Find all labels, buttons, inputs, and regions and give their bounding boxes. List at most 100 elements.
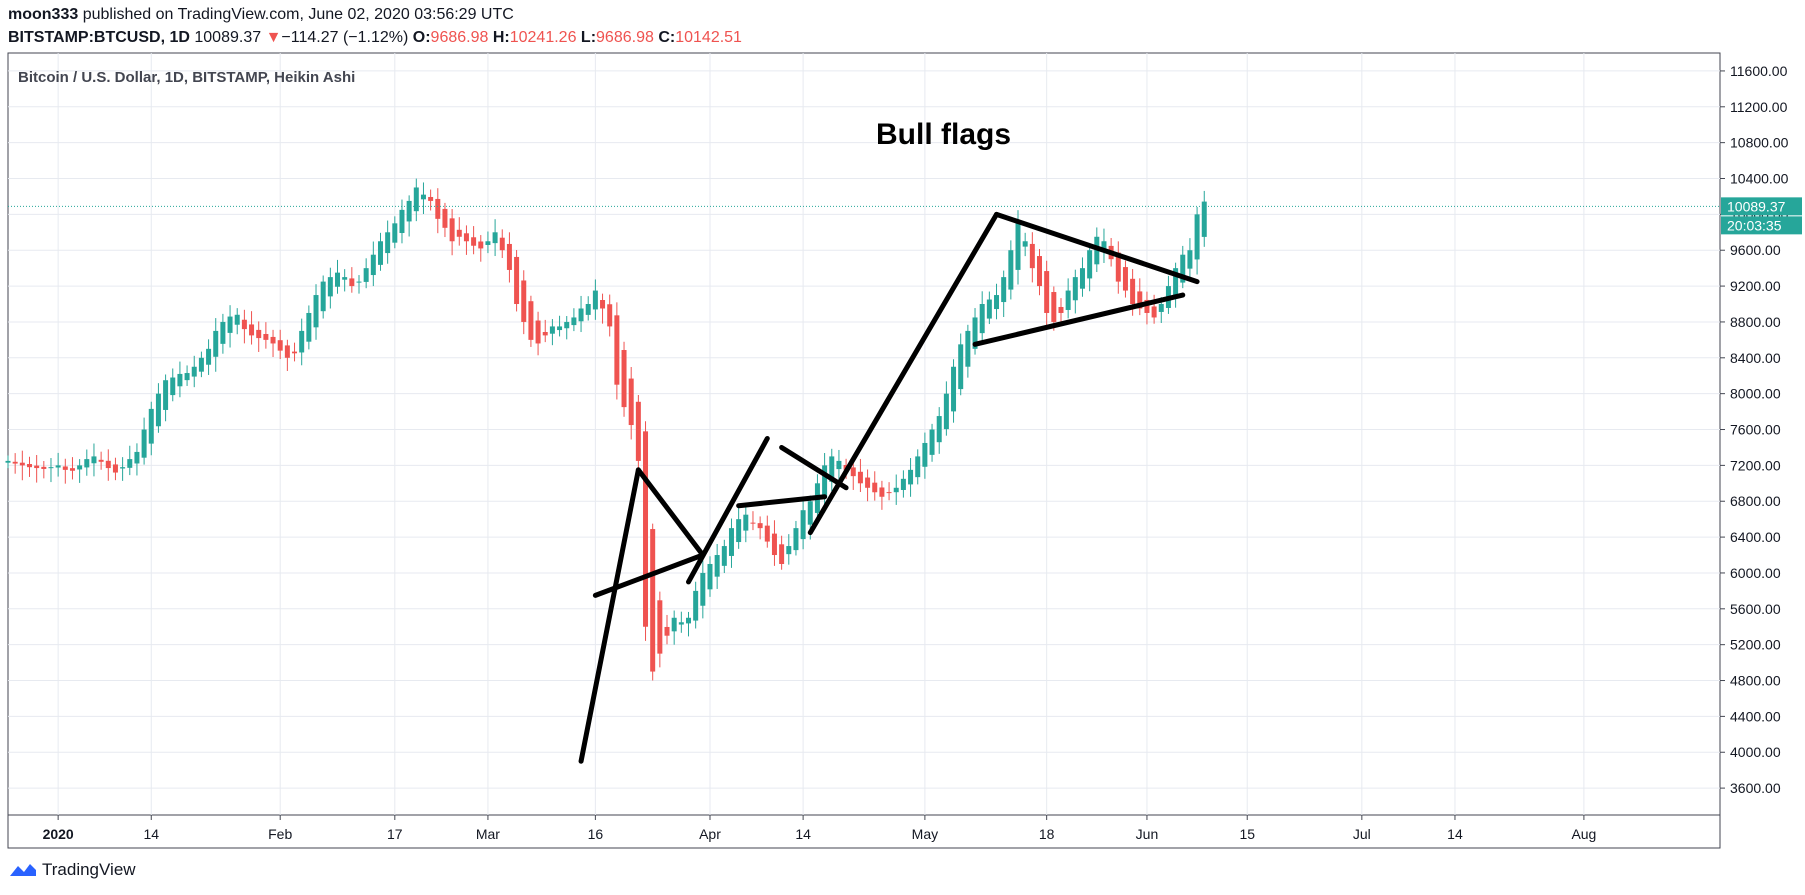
candle-body[interactable] bbox=[936, 416, 942, 443]
candle-body[interactable] bbox=[428, 196, 434, 201]
trend-line-drawing[interactable] bbox=[635, 467, 706, 558]
candle-body[interactable] bbox=[958, 344, 964, 390]
candle-body[interactable] bbox=[793, 528, 799, 551]
trend-line-drawing[interactable] bbox=[592, 552, 706, 598]
annotation-bull-flags[interactable]: Bull flags bbox=[876, 118, 1011, 151]
candle-body[interactable] bbox=[557, 326, 563, 331]
candle-body[interactable] bbox=[886, 492, 892, 494]
trend-line-drawing[interactable] bbox=[736, 494, 828, 509]
candle-body[interactable] bbox=[19, 462, 25, 466]
candle-body[interactable] bbox=[965, 330, 971, 367]
candle-body[interactable] bbox=[571, 317, 577, 326]
candle-body[interactable] bbox=[170, 377, 176, 396]
candle-body[interactable] bbox=[528, 301, 534, 340]
candle-body[interactable] bbox=[908, 469, 914, 485]
candle-body[interactable] bbox=[306, 312, 312, 342]
candle-body[interactable] bbox=[585, 304, 591, 315]
candle-body[interactable] bbox=[413, 187, 419, 212]
candle-body[interactable] bbox=[370, 254, 376, 276]
candle-body[interactable] bbox=[922, 442, 928, 467]
candle-body[interactable] bbox=[779, 544, 785, 564]
candle-body[interactable] bbox=[535, 320, 541, 344]
candle-body[interactable] bbox=[994, 295, 1000, 310]
candle-body[interactable] bbox=[628, 378, 634, 426]
candle-body[interactable] bbox=[1058, 306, 1064, 313]
candle-body[interactable] bbox=[1079, 268, 1085, 289]
candle-body[interactable] bbox=[1130, 278, 1136, 305]
candle-body[interactable] bbox=[671, 617, 677, 632]
candle-body[interactable] bbox=[893, 487, 899, 493]
candle-body[interactable] bbox=[979, 304, 985, 334]
candle-body[interactable] bbox=[435, 198, 441, 219]
candle-body[interactable] bbox=[650, 529, 656, 672]
candle-body[interactable] bbox=[1044, 271, 1050, 313]
candle-body[interactable] bbox=[478, 241, 484, 249]
candle-body[interactable] bbox=[657, 600, 663, 654]
candle-body[interactable] bbox=[191, 366, 197, 377]
candle-body[interactable] bbox=[134, 451, 140, 464]
candle-body[interactable] bbox=[227, 316, 233, 333]
candle-body[interactable] bbox=[1072, 277, 1078, 301]
candle-body[interactable] bbox=[399, 209, 405, 234]
trend-line-drawing[interactable] bbox=[686, 435, 770, 585]
plot-area[interactable] bbox=[7, 52, 1721, 816]
candle-body[interactable] bbox=[621, 350, 627, 408]
candle-body[interactable] bbox=[98, 459, 104, 462]
candle-body[interactable] bbox=[807, 501, 813, 525]
candle-body[interactable] bbox=[686, 617, 692, 624]
candle-body[interactable] bbox=[986, 299, 992, 319]
footer-brand[interactable]: TradingView bbox=[8, 860, 136, 880]
trend-line-drawing[interactable] bbox=[972, 292, 1186, 347]
candle-body[interactable] bbox=[972, 317, 978, 349]
candle-body[interactable] bbox=[728, 528, 734, 556]
candle-body[interactable] bbox=[771, 533, 777, 556]
candle-body[interactable] bbox=[643, 431, 649, 627]
candle-body[interactable] bbox=[872, 482, 878, 493]
candle-body[interactable] bbox=[449, 218, 455, 242]
candle-body[interactable] bbox=[1173, 268, 1179, 298]
candle-body[interactable] bbox=[915, 456, 921, 478]
candle-body[interactable] bbox=[1065, 290, 1071, 310]
candle-body[interactable] bbox=[879, 487, 885, 497]
candle-body[interactable] bbox=[213, 330, 219, 357]
candle-body[interactable] bbox=[714, 555, 720, 577]
candle-body[interactable] bbox=[614, 315, 620, 385]
trend-line-drawing[interactable] bbox=[994, 211, 1200, 285]
candle-body[interactable] bbox=[1201, 201, 1207, 237]
candle-body[interactable] bbox=[105, 460, 111, 469]
candle-body[interactable] bbox=[442, 208, 448, 228]
candle-body[interactable] bbox=[521, 280, 527, 322]
candle-body[interactable] bbox=[155, 393, 161, 427]
candle-body[interactable] bbox=[635, 401, 641, 461]
candle-body[interactable] bbox=[48, 467, 54, 469]
candle-body[interactable] bbox=[363, 268, 369, 282]
trend-line-drawing[interactable] bbox=[807, 211, 1000, 536]
candle-body[interactable] bbox=[34, 465, 40, 469]
candle-body[interactable] bbox=[700, 572, 706, 606]
candle-body[interactable] bbox=[743, 514, 749, 531]
candle-body[interactable] bbox=[41, 466, 47, 469]
candle-body[interactable] bbox=[1151, 306, 1157, 318]
candle-body[interactable] bbox=[184, 373, 190, 381]
candle-body[interactable] bbox=[5, 460, 11, 463]
candle-body[interactable] bbox=[277, 340, 283, 351]
candle-body[interactable] bbox=[26, 464, 32, 468]
candle-body[interactable] bbox=[356, 281, 362, 283]
candle-body[interactable] bbox=[1137, 291, 1143, 309]
candle-body[interactable] bbox=[148, 408, 154, 444]
candle-body[interactable] bbox=[514, 256, 520, 305]
trend-line-drawing[interactable] bbox=[578, 467, 641, 764]
candle-body[interactable] bbox=[850, 467, 856, 477]
candle-body[interactable] bbox=[829, 456, 835, 482]
candle-body[interactable] bbox=[822, 465, 828, 499]
time-axis[interactable] bbox=[7, 814, 1721, 849]
candle-body[interactable] bbox=[392, 223, 398, 243]
candle-body[interactable] bbox=[721, 546, 727, 566]
candle-body[interactable] bbox=[1022, 241, 1028, 247]
candle-body[interactable] bbox=[1158, 304, 1164, 312]
candle-body[interactable] bbox=[12, 461, 18, 464]
candle-body[interactable] bbox=[127, 459, 133, 468]
candle-body[interactable] bbox=[900, 478, 906, 490]
candle-body[interactable] bbox=[1115, 252, 1121, 282]
